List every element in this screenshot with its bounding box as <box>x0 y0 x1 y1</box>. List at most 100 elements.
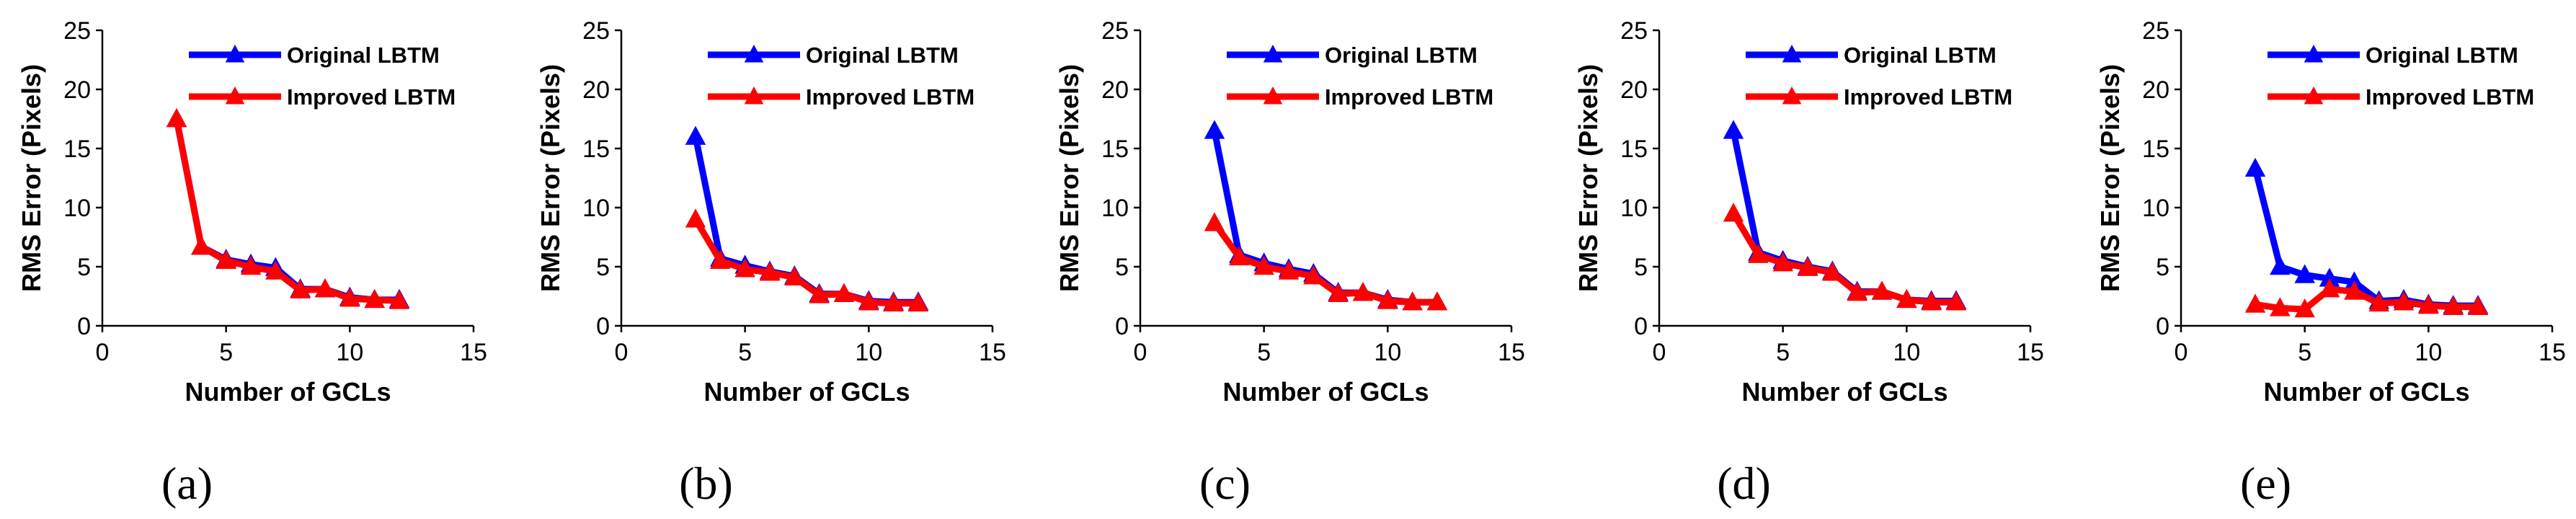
y-axis-label: RMS Error (Pixels) <box>2095 64 2125 292</box>
y-tick-label: 10 <box>1101 195 1129 222</box>
data-point-improved <box>166 108 187 128</box>
legend-label: Original LBTM <box>1844 43 1997 68</box>
data-point-improved <box>364 288 385 309</box>
chart-panel-2: 0 5 10 15 20 25 0 5 10 15 Number of GCLs RMS Error … <box>536 17 1006 509</box>
data-point-improved <box>1402 291 1423 311</box>
data-point-improved <box>1822 262 1843 281</box>
chart-panel-4: 0 5 10 15 20 25 0 5 10 15 Number of GCLs RMS Error … <box>1573 17 2044 509</box>
series-line-improved <box>1730 210 1960 306</box>
data-point-improved <box>2344 280 2365 300</box>
y-tick-label: 20 <box>582 76 610 104</box>
data-point-improved <box>2368 292 2389 312</box>
x-tick-label: 15 <box>2539 339 2566 366</box>
y-tick-label: 10 <box>2142 195 2169 222</box>
series-line-original <box>2252 165 2482 309</box>
y-tick-label: 20 <box>2142 76 2169 104</box>
x-tick-label: 15 <box>979 339 1006 366</box>
data-point-improved <box>1847 282 1867 301</box>
x-tick-label: 10 <box>336 339 363 366</box>
data-point-improved <box>1278 260 1300 280</box>
y-tick-label: 25 <box>1101 17 1129 45</box>
chart-panel-1: 0 5 10 15 20 25 0 5 10 15 Number of GCLs RMS Error … <box>17 17 487 509</box>
data-point-improved <box>1303 265 1324 285</box>
data-point-improved <box>833 283 855 302</box>
y-tick-label: 10 <box>63 195 91 222</box>
x-tick-label: 10 <box>2415 339 2442 366</box>
chart-panel-3: 0 5 10 15 20 25 0 5 10 15 Number of GCLs RMS Error … <box>1054 17 1525 509</box>
panel-label: (c) <box>1199 458 1251 509</box>
y-tick-label: 15 <box>1620 136 1648 163</box>
data-point-improved <box>2294 298 2315 318</box>
data-point-improved <box>1328 283 1349 302</box>
x-tick-label: 0 <box>615 339 629 366</box>
data-point-improved <box>1748 244 1769 263</box>
legend-marker <box>2304 45 2324 63</box>
x-tick-label: 0 <box>1134 339 1147 366</box>
y-tick-label: 15 <box>1101 136 1129 163</box>
data-point-improved <box>1921 291 1942 311</box>
data-point-improved <box>685 208 706 228</box>
data-point-improved <box>2443 296 2464 316</box>
legend-label: Improved LBTM <box>1844 84 2012 110</box>
y-tick-label: 10 <box>582 195 610 222</box>
y-tick-label: 25 <box>582 17 610 45</box>
series-line-improved <box>2252 285 2482 313</box>
y-axis-label: RMS Error (Pixels) <box>1054 64 1084 292</box>
series-line-improved <box>173 115 403 305</box>
legend-marker <box>744 45 764 63</box>
y-tick-label: 15 <box>582 136 610 163</box>
x-tick-label: 5 <box>1776 339 1790 366</box>
data-point-improved <box>191 236 212 255</box>
series-line-original <box>1730 127 1960 305</box>
x-tick-label: 5 <box>1257 339 1271 366</box>
y-tick-label: 20 <box>1620 76 1648 104</box>
legend-label: Original LBTM <box>806 43 959 68</box>
y-axis-label: RMS Error (Pixels) <box>1573 64 1603 292</box>
data-point-improved <box>907 292 929 312</box>
data-point-improved <box>339 288 360 307</box>
x-tick-label: 5 <box>2298 339 2311 366</box>
data-point-improved <box>240 256 262 275</box>
legend-label: Original LBTM <box>1325 43 1478 68</box>
data-point-improved <box>1797 257 1818 276</box>
y-axis-label: RMS Error (Pixels) <box>17 64 46 292</box>
data-point-improved <box>2270 297 2291 316</box>
y-tick-label: 0 <box>1115 313 1129 340</box>
data-point-original <box>2319 267 2340 287</box>
y-tick-label: 0 <box>2156 313 2169 340</box>
chart-panel-5: 0 5 10 15 20 25 0 5 10 15 Number of GCLs RMS Error … <box>2095 17 2566 509</box>
data-point-improved <box>710 249 731 270</box>
y-tick-label: 5 <box>2156 254 2169 281</box>
x-tick-label: 10 <box>855 339 882 366</box>
x-axis-label: Number of GCLs <box>1222 377 1429 407</box>
y-tick-label: 25 <box>63 17 91 45</box>
x-axis-label: Number of GCLs <box>703 377 910 407</box>
y-tick-label: 5 <box>1634 254 1648 281</box>
data-point-improved <box>1945 291 1967 311</box>
x-tick-label: 10 <box>1374 339 1401 366</box>
x-tick-label: 0 <box>1653 339 1666 366</box>
data-point-improved <box>388 290 410 309</box>
panel-label: (d) <box>1717 458 1771 509</box>
data-point-improved <box>1871 280 1893 300</box>
legend-label: Original LBTM <box>2366 43 2518 68</box>
legend-marker <box>1263 86 1283 105</box>
series-line-original <box>692 133 922 306</box>
series-line-improved <box>692 216 922 307</box>
data-point-original <box>1723 120 1744 139</box>
data-point-original <box>2270 256 2291 275</box>
y-tick-label: 20 <box>63 76 91 104</box>
data-point-original <box>685 125 706 145</box>
data-point-improved <box>1772 252 1793 272</box>
data-point-improved <box>784 266 805 286</box>
y-tick-label: 25 <box>1620 17 1648 45</box>
series-line-original <box>173 115 403 303</box>
y-tick-label: 5 <box>596 254 610 281</box>
data-point-improved <box>290 279 311 299</box>
legend-label: Improved LBTM <box>1325 84 1493 110</box>
x-tick-label: 0 <box>2175 339 2188 366</box>
legend-marker <box>744 86 764 105</box>
data-point-improved <box>883 292 904 312</box>
data-point-improved <box>1229 246 1250 266</box>
